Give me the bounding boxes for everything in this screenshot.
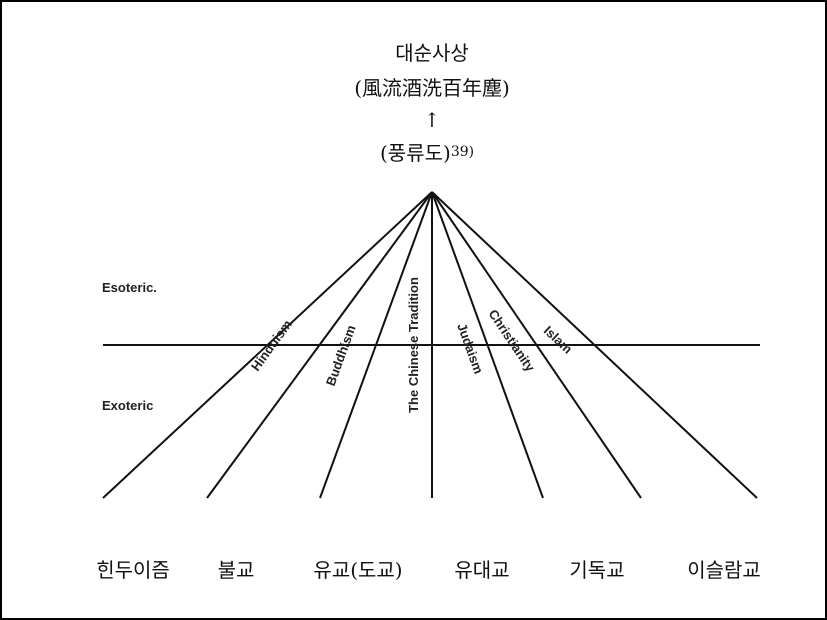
esoteric-label: Esoteric. (102, 280, 157, 295)
tradition-label: Christianity (486, 307, 539, 375)
source: (풍류도)39) (380, 141, 474, 165)
ray (319, 191, 433, 499)
title: 대순사상 (395, 41, 469, 65)
subtitle: (風流酒洗百年塵) (354, 76, 510, 100)
arrow: ↑ (424, 108, 441, 132)
korean-label: 유대교 (454, 558, 509, 582)
ray (102, 191, 433, 499)
korean-label: 불교 (218, 558, 255, 582)
ray (431, 191, 642, 499)
tradition-label: The Chinese Tradition (406, 277, 421, 413)
ray (206, 191, 433, 499)
tradition-label: Islam (541, 323, 576, 357)
exoteric-label: Exoteric (102, 398, 153, 413)
ray (431, 191, 544, 499)
korean-label: 이슬람교 (687, 558, 761, 582)
source-text: (풍류도) (380, 141, 451, 165)
korean-label: 힌두이즘 (96, 558, 170, 582)
korean-label: 유교(도교) (313, 558, 402, 582)
source-note: 39) (451, 144, 474, 160)
ray (431, 191, 758, 499)
korean-label: 기독교 (569, 558, 624, 582)
